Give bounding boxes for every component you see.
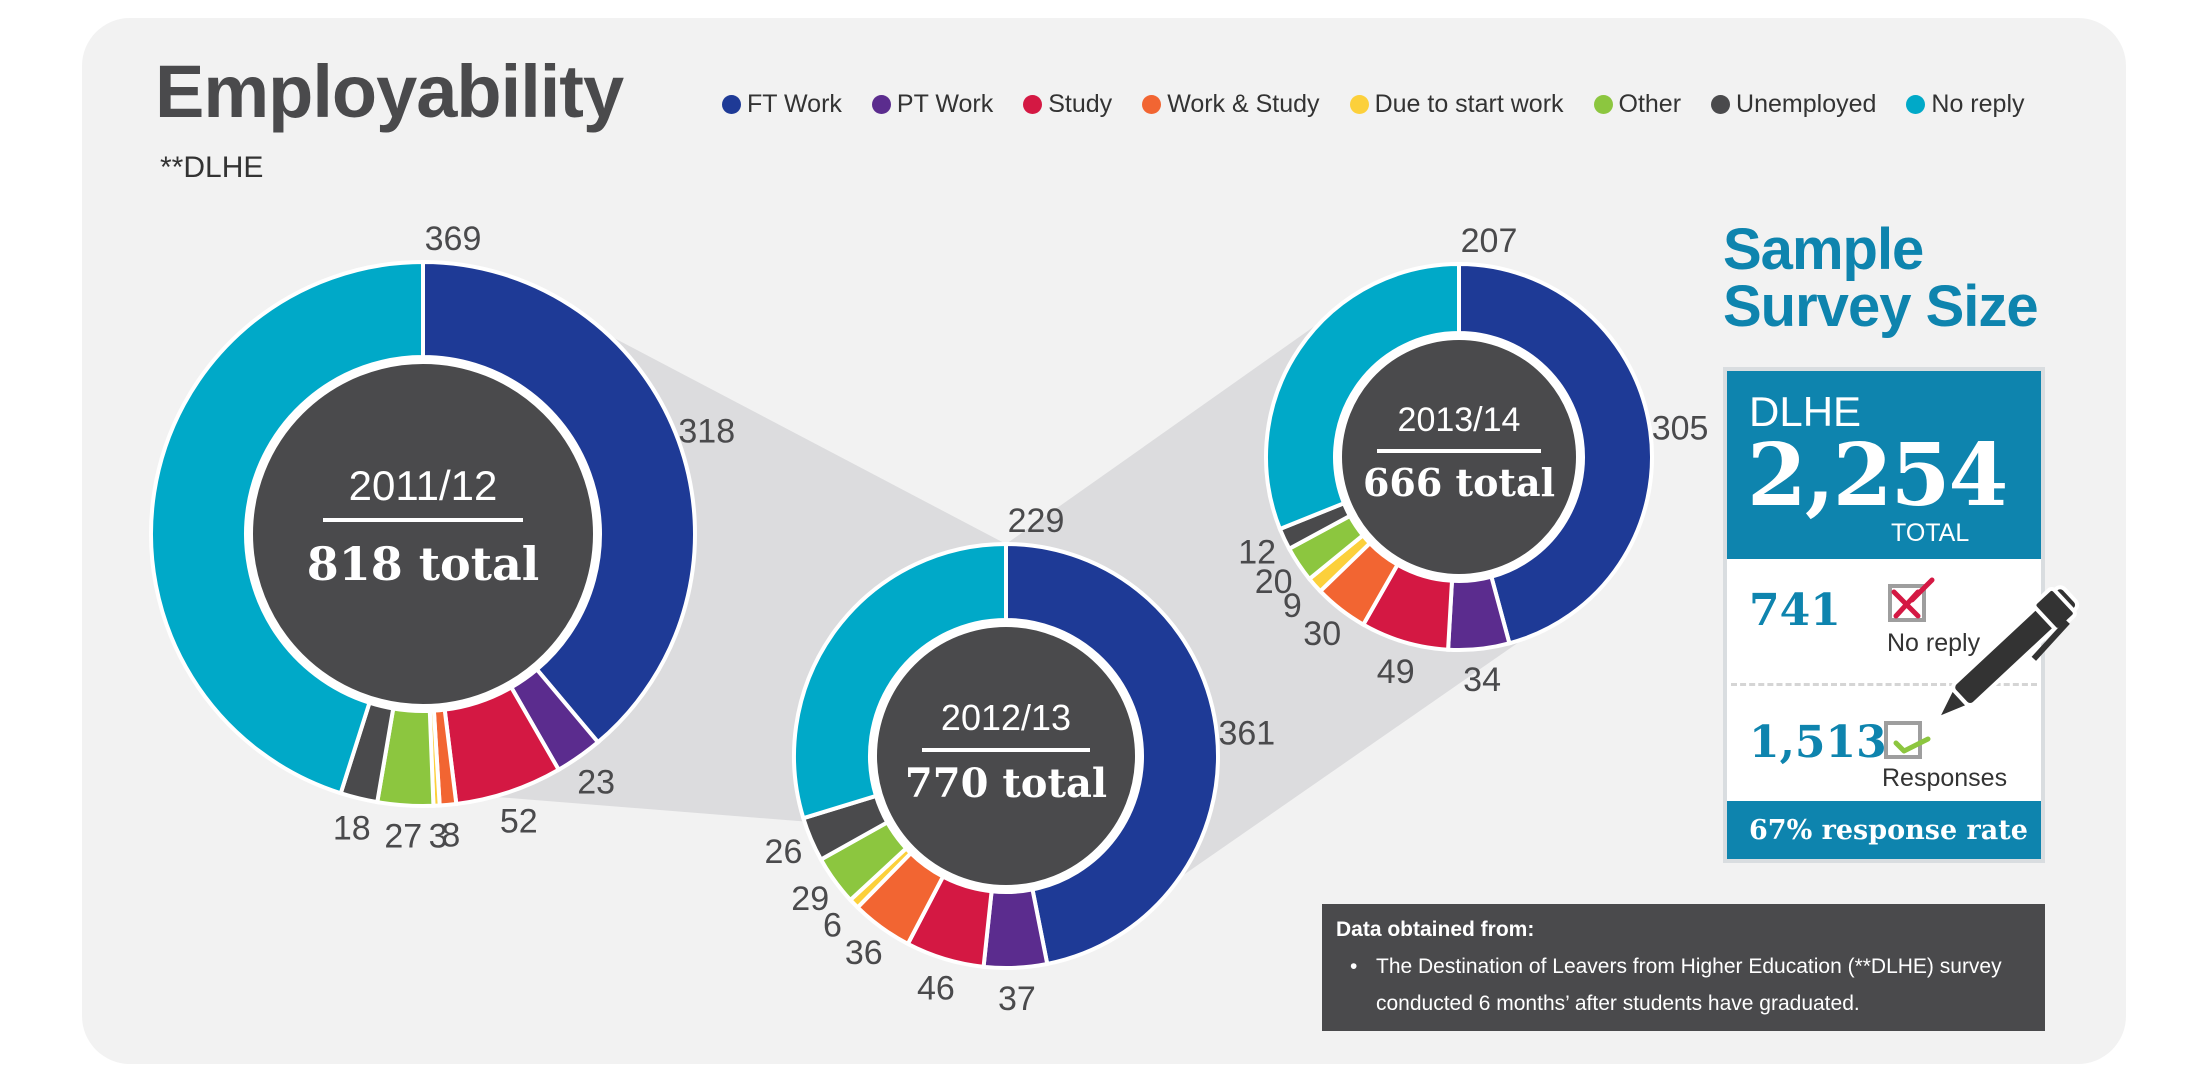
legend-label: Study <box>1048 90 1113 118</box>
value-label: 34 <box>1463 661 1501 699</box>
legend-label: Work & Study <box>1167 90 1320 118</box>
legend-swatch <box>1711 95 1731 114</box>
total-value: 2,254 <box>1747 425 2008 526</box>
source-line-1: The Destination of Leavers from Higher E… <box>1376 955 2002 978</box>
responses-label: Responses <box>1882 764 2008 792</box>
dlhe-label: DLHE <box>1749 388 1862 435</box>
year-label: 2011/12 <box>349 462 498 509</box>
legend-item-other: Other <box>1593 90 1682 119</box>
legend-label: No reply <box>1931 90 2025 118</box>
legend-item-pt-work: PT Work <box>871 90 994 119</box>
source-line-2: conducted 6 months’ after students have … <box>1376 992 1860 1015</box>
legend-label: Due to start work <box>1374 90 1564 118</box>
legend-item-due-to-start: Due to start work <box>1349 90 1564 119</box>
legend-label: Other <box>1618 90 1682 118</box>
legend-label: FT Work <box>747 90 842 118</box>
legend-item-work-study: Work & Study <box>1142 90 1320 119</box>
sample-total-block: DLHE 2,254 TOTAL <box>1727 371 2041 559</box>
data-source-note: Data obtained from: • The Destination of… <box>1322 904 2045 1031</box>
value-label: 369 <box>425 220 482 258</box>
value-label: 27 <box>384 817 422 855</box>
value-label: 23 <box>577 763 615 801</box>
value-label: 305 <box>1652 410 1709 448</box>
bullet-icon: • <box>1350 955 1358 978</box>
page-subtitle: **DLHE <box>160 151 264 184</box>
legend-item-study: Study <box>1023 90 1112 119</box>
donut-slice-ft-work <box>1004 541 1220 967</box>
divider <box>1731 683 2037 686</box>
legend-swatch <box>1906 95 1926 114</box>
donut-slice-no-reply <box>792 541 1008 821</box>
total-label: 818 total <box>307 537 540 591</box>
response-rate: 67% response rate <box>1727 801 2041 859</box>
value-label: 30 <box>1303 615 1341 653</box>
total-label: 770 total <box>905 760 1107 807</box>
value-label: 318 <box>678 413 735 451</box>
value-label: 46 <box>917 970 955 1008</box>
donut-center <box>871 621 1141 891</box>
no-reply-value: 741 <box>1749 585 1841 636</box>
donut-slice-ft-work <box>421 259 697 746</box>
total-label: TOTAL <box>1891 519 1970 547</box>
legend-swatch <box>1023 95 1043 114</box>
legend-swatch <box>1349 95 1369 114</box>
value-label: 229 <box>1008 502 1065 540</box>
legend: FT Work PT Work Study Work & Study Due t… <box>722 90 2055 119</box>
ticked-checkbox-icon <box>1884 721 1931 759</box>
value-label: 36 <box>845 934 883 972</box>
value-label: 361 <box>1218 714 1275 752</box>
value-label: 207 <box>1461 222 1518 260</box>
sample-survey-title: Sample Survey Size <box>1723 217 2039 339</box>
source-text: • The Destination of Leavers from Higher… <box>1336 948 2031 1022</box>
source-heading: Data obtained from: <box>1336 918 1535 941</box>
value-label: 20 <box>1255 563 1293 601</box>
sample-survey-box: DLHE 2,254 TOTAL 741 No reply 1,513 Resp… <box>1723 367 2045 863</box>
value-label: 29 <box>791 880 829 918</box>
value-label: 26 <box>765 833 803 871</box>
donut-slice-ft-work <box>1457 261 1654 646</box>
value-label: 18 <box>333 809 371 847</box>
value-label: 12 <box>1238 534 1276 572</box>
value-label: 6 <box>823 907 842 945</box>
legend-label: PT Work <box>896 90 994 118</box>
page-title: Employability <box>155 50 624 133</box>
legend-item-no-reply: No reply <box>1906 90 2025 119</box>
year-label: 2013/14 <box>1398 401 1521 439</box>
sample-title-line1: Sample <box>1723 217 1924 282</box>
crossed-checkbox-icon <box>1888 577 1935 622</box>
legend-item-ft-work: FT Work <box>722 90 842 119</box>
legend-swatch <box>1142 95 1162 114</box>
donut-center <box>1336 334 1582 580</box>
total-label: 666 total <box>1363 460 1555 505</box>
legend-item-unemployed: Unemployed <box>1711 90 1876 119</box>
value-label: 3 <box>429 818 448 856</box>
legend-swatch <box>871 95 891 114</box>
no-reply-label: No reply <box>1887 629 1981 657</box>
value-label: 37 <box>998 980 1036 1018</box>
value-label: 52 <box>500 802 538 840</box>
responses-value: 1,513 <box>1749 717 1887 768</box>
sample-title-line2: Survey Size <box>1723 273 2039 339</box>
legend-swatch <box>1593 95 1613 114</box>
donut-center <box>247 358 599 710</box>
pen-icon <box>1932 585 2080 724</box>
donut-slice-no-reply <box>1264 261 1461 532</box>
legend-label: Unemployed <box>1736 90 1877 118</box>
legend-swatch <box>722 95 741 114</box>
donut-slice-no-reply <box>149 259 425 796</box>
value-label: 8 <box>441 817 460 855</box>
value-label: 9 <box>1283 587 1302 625</box>
value-label: 49 <box>1377 653 1415 691</box>
year-label: 2012/13 <box>941 697 1071 738</box>
